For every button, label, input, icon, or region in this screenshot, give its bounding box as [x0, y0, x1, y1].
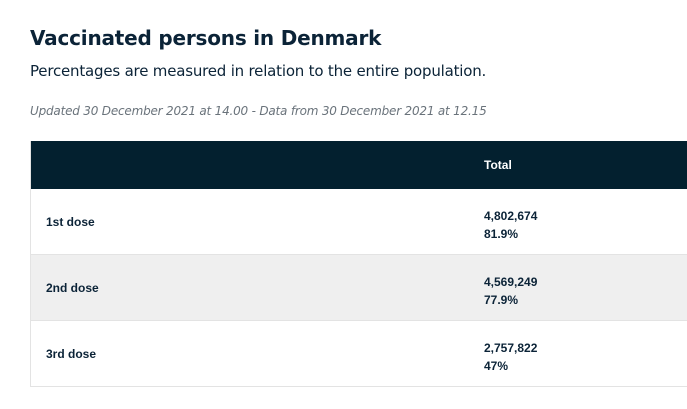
page-subtitle: Percentages are measured in relation to … — [30, 62, 487, 80]
dose-percent: 81.9% — [484, 227, 519, 241]
row-values: 2,757,822 47% — [484, 339, 537, 375]
row-label: 2nd dose — [46, 281, 99, 295]
table-header: Total — [31, 141, 687, 189]
column-header-total: Total — [484, 158, 512, 172]
vaccination-table: Total 1st dose 4,802,674 81.9% 2nd dose … — [30, 141, 687, 387]
page-title: Vaccinated persons in Denmark — [30, 26, 382, 50]
dose-percent: 47% — [484, 359, 509, 373]
table-row-2nd-dose: 2nd dose 4,569,249 77.9% — [31, 255, 687, 321]
table-row-1st-dose: 1st dose 4,802,674 81.9% — [31, 189, 687, 255]
row-values: 4,569,249 77.9% — [484, 273, 537, 309]
row-values: 4,802,674 81.9% — [484, 207, 537, 243]
updated-timestamp: Updated 30 December 2021 at 14.00 - Data… — [30, 104, 487, 118]
table-row-3rd-dose: 3rd dose 2,757,822 47% — [31, 321, 687, 387]
row-label: 1st dose — [46, 215, 95, 229]
row-label: 3rd dose — [46, 347, 97, 361]
dose-count: 4,569,249 — [484, 275, 538, 289]
dose-percent: 77.9% — [484, 293, 519, 307]
dose-count: 2,757,822 — [484, 341, 538, 355]
dose-count: 4,802,674 — [484, 209, 538, 223]
